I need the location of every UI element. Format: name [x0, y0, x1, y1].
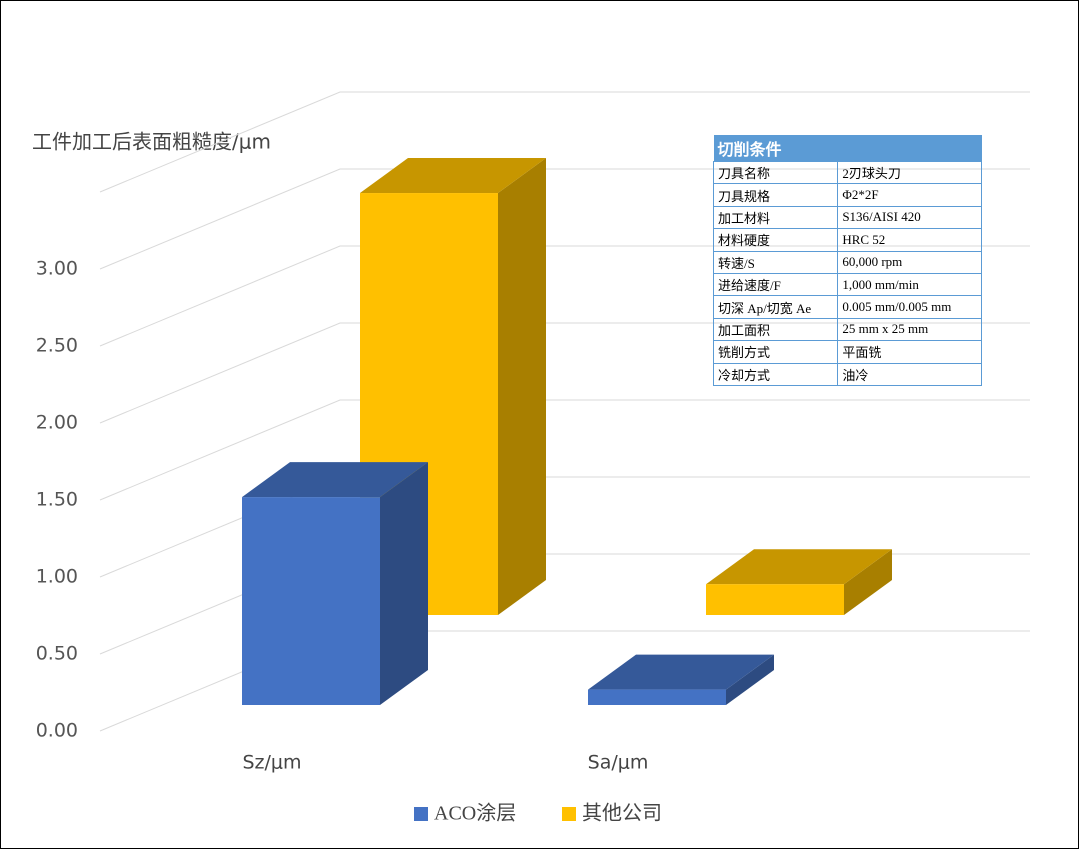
bar-top: [360, 158, 546, 194]
y-tick-label: 2.00: [36, 412, 78, 434]
table-label: 冷却方式: [712, 362, 839, 386]
bar-side: [380, 462, 428, 705]
legend-swatch: [414, 807, 428, 821]
y-tick-label: 1.50: [36, 489, 78, 511]
x-tick-label: Sa/μm: [588, 752, 649, 774]
table-label: 材料硬度: [712, 228, 839, 252]
bar-side: [726, 654, 774, 705]
table-value: 1,000 mm/min: [837, 272, 982, 297]
y-tick-label: 0.00: [36, 720, 78, 742]
table-row: 铣削方式 平面铣: [712, 340, 982, 364]
y-tick-label: 0.50: [36, 643, 78, 665]
table-row: 材料硬度 HRC 52: [712, 228, 982, 252]
table-row: 刀具规格 Φ2*2F: [712, 183, 982, 207]
grid-line: [99, 399, 1030, 501]
table-value: 2刃球头刀: [837, 160, 982, 185]
table-row: 加工面积 25 mm x 25 mm: [712, 317, 982, 342]
table-value: 0.005 mm/0.005 mm: [837, 295, 982, 319]
bar: [588, 689, 726, 705]
table-label: 刀具规格: [712, 183, 839, 207]
legend-label: ACO涂层: [434, 802, 516, 825]
table-label: 铣削方式: [712, 340, 839, 364]
grid-line: [99, 91, 1030, 193]
table-value: 25 mm x 25 mm: [837, 317, 982, 342]
y-tick-label: 1.00: [36, 566, 78, 588]
bar-top: [706, 549, 892, 585]
legend-label: 其他公司: [582, 802, 662, 825]
chart-title: 工件加工后表面粗糙度/μm: [32, 130, 271, 154]
conditions-table: 切削条件 刀具名称 2刃球头刀 刀具规格 Φ2*2F 加工材料 S136/AISI 420 材…: [712, 135, 982, 386]
bar: [706, 584, 844, 615]
y-tick-label: 3.00: [36, 258, 78, 280]
table-value: 60,000 rpm: [837, 250, 982, 274]
table-label: 刀具名称: [712, 160, 839, 185]
bar-top: [588, 654, 774, 690]
table-value: HRC 52: [837, 228, 982, 252]
table-label: 进给速度/F: [712, 272, 839, 297]
table-row: 刀具名称 2刃球头刀: [712, 160, 982, 185]
table-header-row: 切削条件: [713, 135, 982, 162]
y-tick-label: 2.50: [36, 335, 78, 357]
table-value: 油冷: [837, 362, 982, 386]
table-label: 转速/S: [712, 250, 839, 274]
bar-side: [844, 549, 892, 615]
table-label: 加工材料: [712, 205, 839, 230]
table-row: 切深 Ap/切宽 Ae 0.005 mm/0.005 mm: [712, 295, 982, 319]
table-value: Φ2*2F: [837, 183, 982, 207]
table-row: 进给速度/F 1,000 mm/min: [712, 272, 982, 297]
bar-side: [498, 158, 546, 616]
x-tick-label: Sz/μm: [242, 752, 301, 774]
table-row: 加工材料 S136/AISI 420: [712, 205, 982, 230]
table-title: 切削条件: [713, 135, 982, 162]
table-row: 转速/S 60,000 rpm: [712, 250, 982, 274]
table-value: S136/AISI 420: [837, 205, 982, 230]
table-value: 平面铣: [837, 340, 982, 364]
table-label: 加工面积: [712, 317, 839, 342]
table-label: 切深 Ap/切宽 Ae: [712, 295, 839, 319]
legend-swatch: [562, 807, 576, 821]
bar-top: [242, 462, 428, 498]
bar: [242, 497, 380, 705]
table-row: 冷却方式 油冷: [712, 362, 982, 386]
